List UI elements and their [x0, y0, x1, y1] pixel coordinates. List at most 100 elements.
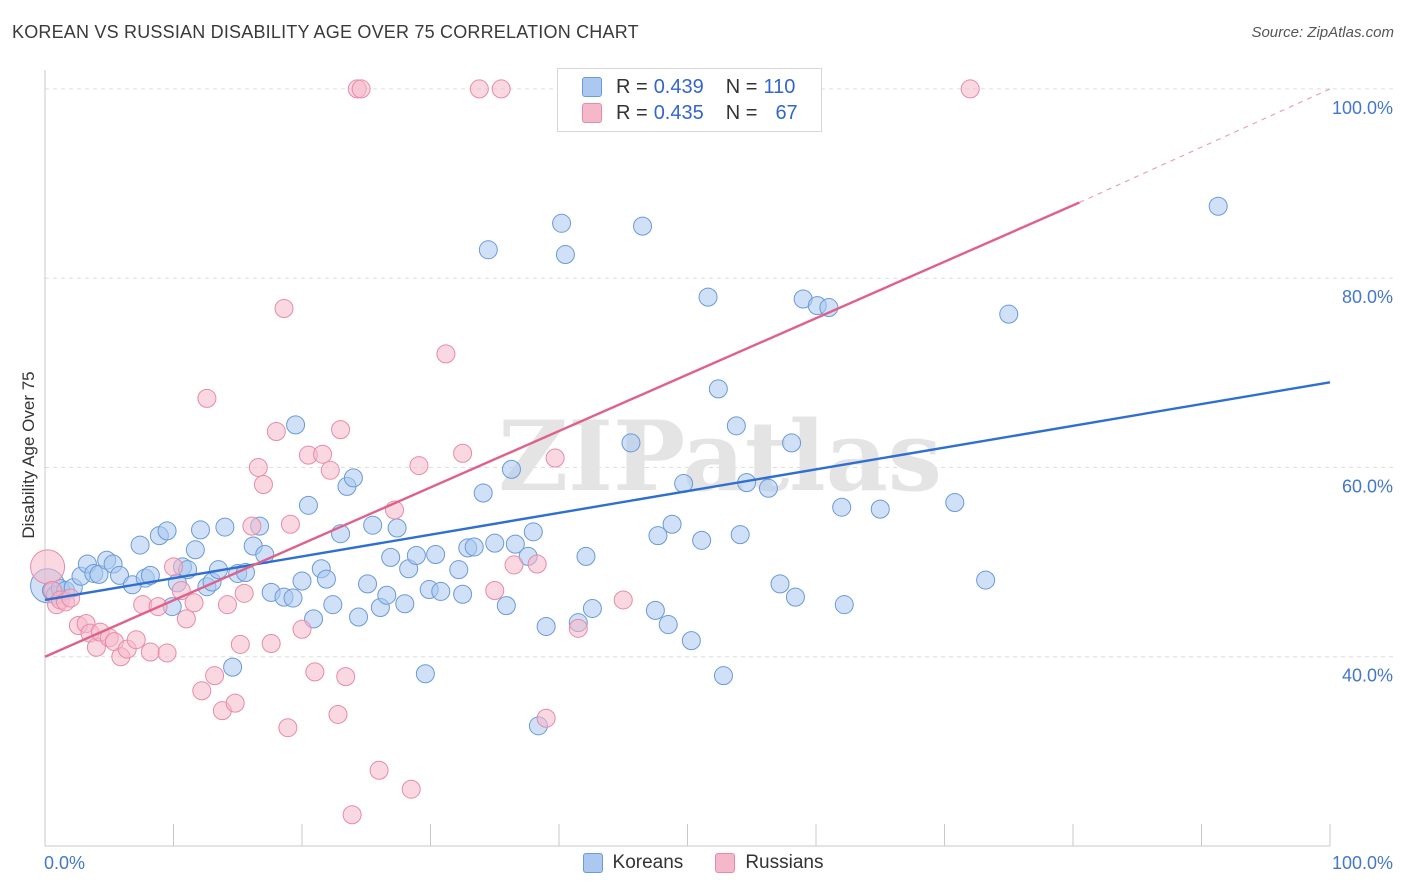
data-point-russians [266, 422, 286, 442]
data-point-koreans [464, 537, 484, 557]
data-point-koreans [292, 571, 312, 591]
data-point-russians [351, 79, 371, 99]
data-point-koreans [215, 517, 235, 537]
data-point-russians [140, 642, 160, 662]
trend-line-extension-russians [1079, 88, 1331, 204]
data-point-russians [217, 595, 237, 615]
data-point-koreans [713, 666, 733, 686]
data-point-koreans [782, 433, 802, 453]
data-point-russians [536, 708, 556, 728]
data-point-koreans [770, 574, 790, 594]
data-point-koreans [658, 615, 678, 635]
data-point-koreans [633, 216, 653, 236]
data-point-russians [292, 619, 312, 639]
data-point-koreans [496, 596, 516, 616]
data-point-koreans [415, 664, 435, 684]
y-tick-label: 100.0% [1332, 98, 1393, 118]
data-point-russians [453, 443, 473, 463]
x-tick-label: 100.0% [1332, 853, 1393, 873]
data-point-russians [225, 693, 245, 713]
data-point-koreans [426, 545, 446, 565]
r-value: 0.435 [653, 101, 704, 124]
russians-legend-label: Russians [745, 852, 824, 873]
data-point-russians [126, 630, 146, 650]
data-point-koreans [363, 515, 383, 535]
data-point-russians [305, 662, 325, 682]
data-point-koreans [358, 574, 378, 594]
data-point-koreans [832, 497, 852, 517]
data-point-russians [491, 79, 511, 99]
data-point-koreans [582, 598, 602, 618]
data-point-koreans [323, 595, 343, 615]
data-point-russians [30, 549, 66, 585]
data-point-koreans [726, 416, 746, 436]
n-label: N = [725, 75, 758, 98]
data-point-koreans [999, 304, 1019, 324]
data-point-koreans [681, 631, 701, 651]
data-point-russians [192, 681, 212, 701]
data-point-russians [568, 618, 588, 638]
data-point-koreans [552, 213, 572, 233]
data-point-russians [313, 444, 333, 464]
data-point-koreans [453, 584, 473, 604]
data-point-russians [331, 420, 351, 440]
data-point-koreans [621, 433, 641, 453]
data-point-koreans [758, 478, 778, 498]
koreans-legend-swatch [582, 853, 603, 873]
data-point-koreans [662, 514, 682, 534]
source-label: Source: ZipAtlas.com [1251, 24, 1394, 41]
data-point-koreans [387, 518, 407, 538]
data-point-russians [176, 609, 196, 629]
axes [44, 70, 1331, 847]
data-point-koreans [576, 546, 596, 566]
legend-row-koreans: R = 0.439 N = 110 [582, 74, 795, 100]
trend-lines [44, 88, 1331, 658]
trend-line-russians [44, 201, 1080, 658]
data-point-russians [280, 514, 300, 534]
data-point-koreans [343, 468, 363, 488]
data-point-koreans [190, 520, 210, 540]
data-point-koreans [501, 459, 521, 479]
data-point-russians [184, 593, 204, 613]
data-point-koreans [316, 569, 336, 589]
data-point-russians [274, 298, 294, 318]
chart-title: KOREAN VS RUSSIAN DISABILITY AGE OVER 75… [12, 22, 639, 42]
data-point-koreans [349, 607, 369, 627]
data-point-russians [409, 456, 429, 476]
data-point-russians [234, 583, 254, 603]
data-point-koreans [976, 570, 996, 590]
legend-item-russians[interactable]: Russians [715, 852, 823, 874]
data-point-russians [248, 457, 268, 477]
data-point-koreans [648, 526, 668, 546]
data-point-koreans [449, 560, 469, 580]
data-point-koreans [870, 499, 890, 519]
data-point-russians [278, 718, 298, 738]
n-value: 67 [775, 101, 798, 124]
russians-legend-swatch [715, 853, 736, 873]
data-point-koreans [223, 657, 243, 677]
data-point-koreans [485, 533, 505, 553]
data-point-russians [253, 474, 273, 494]
data-point-koreans [130, 535, 150, 555]
data-point-koreans [834, 595, 854, 615]
data-point-koreans [478, 240, 498, 260]
data-point-russians [369, 760, 389, 780]
data-point-russians [469, 79, 489, 99]
data-point-koreans [555, 245, 575, 265]
legend-item-koreans[interactable]: Koreans [582, 852, 683, 874]
data-point-russians [527, 554, 547, 574]
data-point-koreans [377, 585, 397, 605]
data-point-koreans [536, 616, 556, 636]
data-point-koreans [110, 565, 130, 585]
legend-row-russians: R = 0.435 N = 67 [582, 100, 798, 126]
koreans-swatch [582, 77, 602, 97]
data-point-russians [164, 557, 183, 577]
data-point-russians [336, 667, 356, 687]
y-axis-label: Disability Age Over 75 [19, 371, 38, 538]
watermark: ZIPatlas [498, 400, 942, 513]
data-point-koreans [298, 495, 318, 515]
data-point-koreans [395, 594, 415, 614]
data-point-koreans [406, 545, 426, 565]
data-point-russians [61, 588, 81, 608]
